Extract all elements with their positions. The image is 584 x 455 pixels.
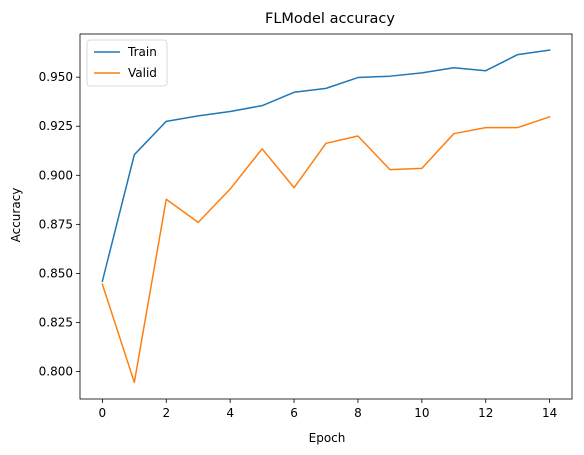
y-axis-title: Accuracy: [9, 188, 23, 243]
x-tick-label: 6: [290, 406, 298, 420]
y-tick-label: 0.925: [39, 119, 73, 133]
y-tick-label: 0.900: [39, 168, 73, 182]
legend: Train Valid: [86, 39, 168, 87]
chart-title: FLModel accuracy: [265, 11, 395, 27]
y-tick-label: 0.850: [39, 266, 73, 280]
x-tick-label: 14: [542, 406, 557, 420]
legend-label-train: Train: [127, 45, 157, 59]
plot-area: 0 2 4 6 8 10 12 14 0.800 0.825 0.850 0.875 0.900 0.92…: [39, 33, 573, 420]
x-tick-label: 2: [162, 406, 170, 420]
x-tick-label: 4: [226, 406, 234, 420]
x-axis-title: Epoch: [309, 431, 346, 445]
series-line-train: [101, 49, 551, 283]
x-tick-label: 10: [414, 406, 429, 420]
y-tick-label: 0.800: [39, 365, 73, 379]
series-line-valid: [101, 115, 551, 384]
legend-label-valid: Valid: [128, 66, 157, 80]
y-tick-label: 0.825: [39, 315, 73, 329]
y-tick-label: 0.950: [39, 70, 73, 84]
x-tick-label: 12: [478, 406, 493, 420]
x-tick-label: 8: [354, 406, 362, 420]
plot-frame: [79, 33, 573, 400]
y-tick-label: 0.875: [39, 217, 73, 231]
x-tick-label: 0: [99, 406, 107, 420]
